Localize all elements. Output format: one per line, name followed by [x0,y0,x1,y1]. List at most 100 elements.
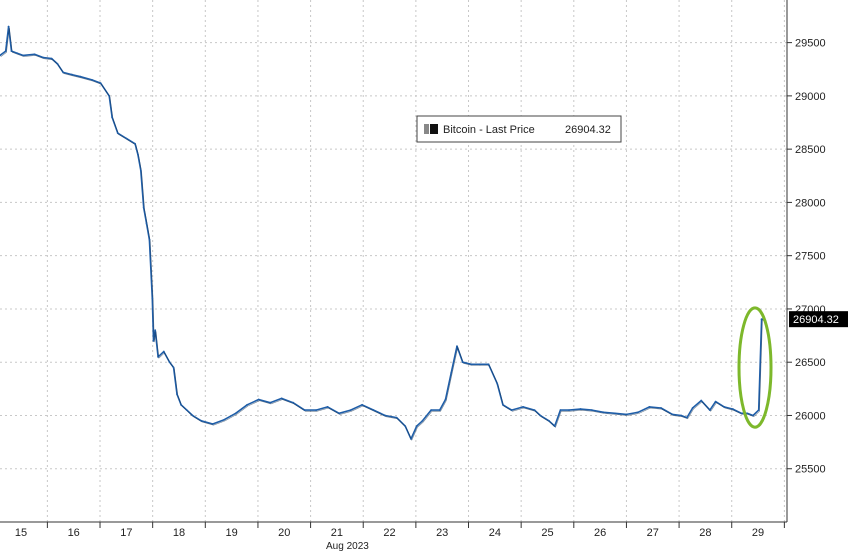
series-point [502,403,504,406]
x-tick-label: 23 [436,527,448,539]
series-point [395,416,398,419]
series-point [0,54,1,57]
series-point [450,371,453,374]
series-point [568,409,570,412]
series-point [671,413,674,416]
series-point [111,116,113,119]
series-point [10,50,13,53]
series-point [176,393,178,396]
legend: Bitcoin - Last Price 26904.32 [416,115,622,143]
grid [0,0,787,522]
series-point [579,408,582,410]
series-line-shadow [0,27,765,441]
series-point [533,409,536,412]
series-point [740,412,743,415]
series-point [415,425,418,428]
series-point [430,409,432,412]
annotation-layer [737,306,773,429]
series-point [559,409,562,412]
series-point [50,57,53,60]
series-point [714,400,717,403]
series-point [70,73,73,76]
series-point [487,363,490,366]
legend-swatch [430,124,438,134]
series-point [257,398,260,401]
series-point [539,414,542,417]
x-tick-label: 27 [647,527,659,539]
y-tick-label: 27500 [795,251,826,263]
series-point [602,411,605,414]
series-point [280,397,283,400]
x-tick-label: 22 [383,527,395,539]
series-point [315,409,318,412]
series-line-bitcoin [0,25,764,440]
series-point [421,419,424,422]
series-point [510,409,513,412]
series-point [637,411,639,414]
series-point [33,53,36,56]
highlight-ellipse [737,306,773,429]
series-point [172,366,175,369]
series-point [145,222,148,225]
x-tick-label: 19 [226,527,238,539]
series-point [137,153,139,156]
x-tick-label: 21 [331,527,343,539]
x-tick-label: 28 [699,527,711,539]
series-point [700,399,703,402]
series-point [708,409,711,412]
legend-box [416,115,622,143]
series-point [211,423,214,425]
x-tick-label: 25 [541,527,553,539]
series-point [108,94,111,97]
series-point [22,54,24,57]
series-point [470,363,473,366]
last-price-tag-label: 26904.32 [793,314,839,326]
x-tick-label: 29 [752,527,764,539]
series-point [349,409,352,412]
series-point [553,425,556,428]
series-point [157,355,159,358]
series-point [134,142,136,145]
series-point [162,350,165,353]
series-point [660,407,662,409]
series-point [410,438,412,440]
series-point [42,56,45,59]
series-point [223,418,226,421]
series-point [79,75,82,78]
series-point [691,407,694,409]
series-point [752,414,754,417]
series-point [338,412,341,415]
legend-series-value: 26904.32 [565,124,611,136]
series-point [99,82,102,84]
series-point [746,412,749,415]
series-point [456,345,458,348]
x-tick-label: 24 [489,527,501,539]
series-point [361,403,364,406]
series-point [461,361,464,364]
y-tick-label: 29000 [795,91,826,103]
series-point [180,403,182,406]
series-point [125,137,128,140]
series-point [7,25,10,28]
last-price-tag [789,311,848,328]
legend-swatch-light [424,124,429,134]
x-tick-label: 15 [15,527,27,539]
series-point [246,403,249,406]
series-point [625,413,628,416]
series-point [148,238,151,241]
series-point [154,329,157,332]
x-tick-label: 20 [278,527,290,539]
x-tick-label: 26 [594,527,606,539]
series-point [116,132,119,135]
series-point [648,406,651,408]
series-point [151,297,154,300]
series-point [479,363,481,366]
series-point [168,361,171,364]
y-tick-label: 28500 [795,144,826,156]
x-axis-month-label: Aug 2023 [326,541,369,552]
series-point [614,412,616,415]
series-point [62,71,65,74]
series-point [152,339,155,342]
series-point [723,406,726,408]
series-point [191,414,194,417]
